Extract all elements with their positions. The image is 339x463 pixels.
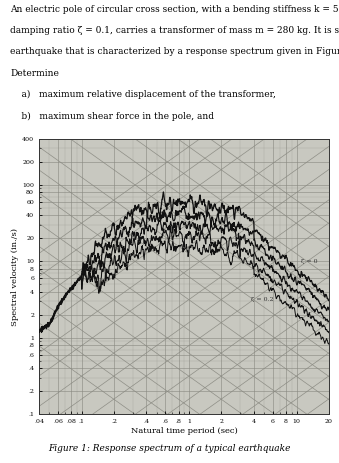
X-axis label: Natural time period (sec): Natural time period (sec)	[131, 427, 237, 435]
Text: Determine: Determine	[10, 69, 59, 78]
Text: a)   maximum relative displacement of the transformer,: a) maximum relative displacement of the …	[10, 90, 276, 100]
Text: ζ = 0: ζ = 0	[301, 259, 318, 264]
Text: b)   maximum shear force in the pole, and: b) maximum shear force in the pole, and	[10, 112, 214, 121]
Text: ζ = 0.2: ζ = 0.2	[252, 297, 274, 302]
Text: An electric pole of circular cross section, with a bending stiffness k = 5500 N/: An electric pole of circular cross secti…	[10, 5, 339, 13]
Text: earthquake that is characterized by a response spectrum given in Figure 1:: earthquake that is characterized by a re…	[10, 47, 339, 56]
Text: damping ratio ζ = 0.1, carries a transformer of mass m = 280 kg. It is subjected: damping ratio ζ = 0.1, carries a transfo…	[10, 26, 339, 35]
Text: Figure 1: Response spectrum of a typical earthquake: Figure 1: Response spectrum of a typical…	[48, 444, 291, 453]
Y-axis label: Spectral velocity (in./s): Spectral velocity (in./s)	[11, 228, 19, 325]
